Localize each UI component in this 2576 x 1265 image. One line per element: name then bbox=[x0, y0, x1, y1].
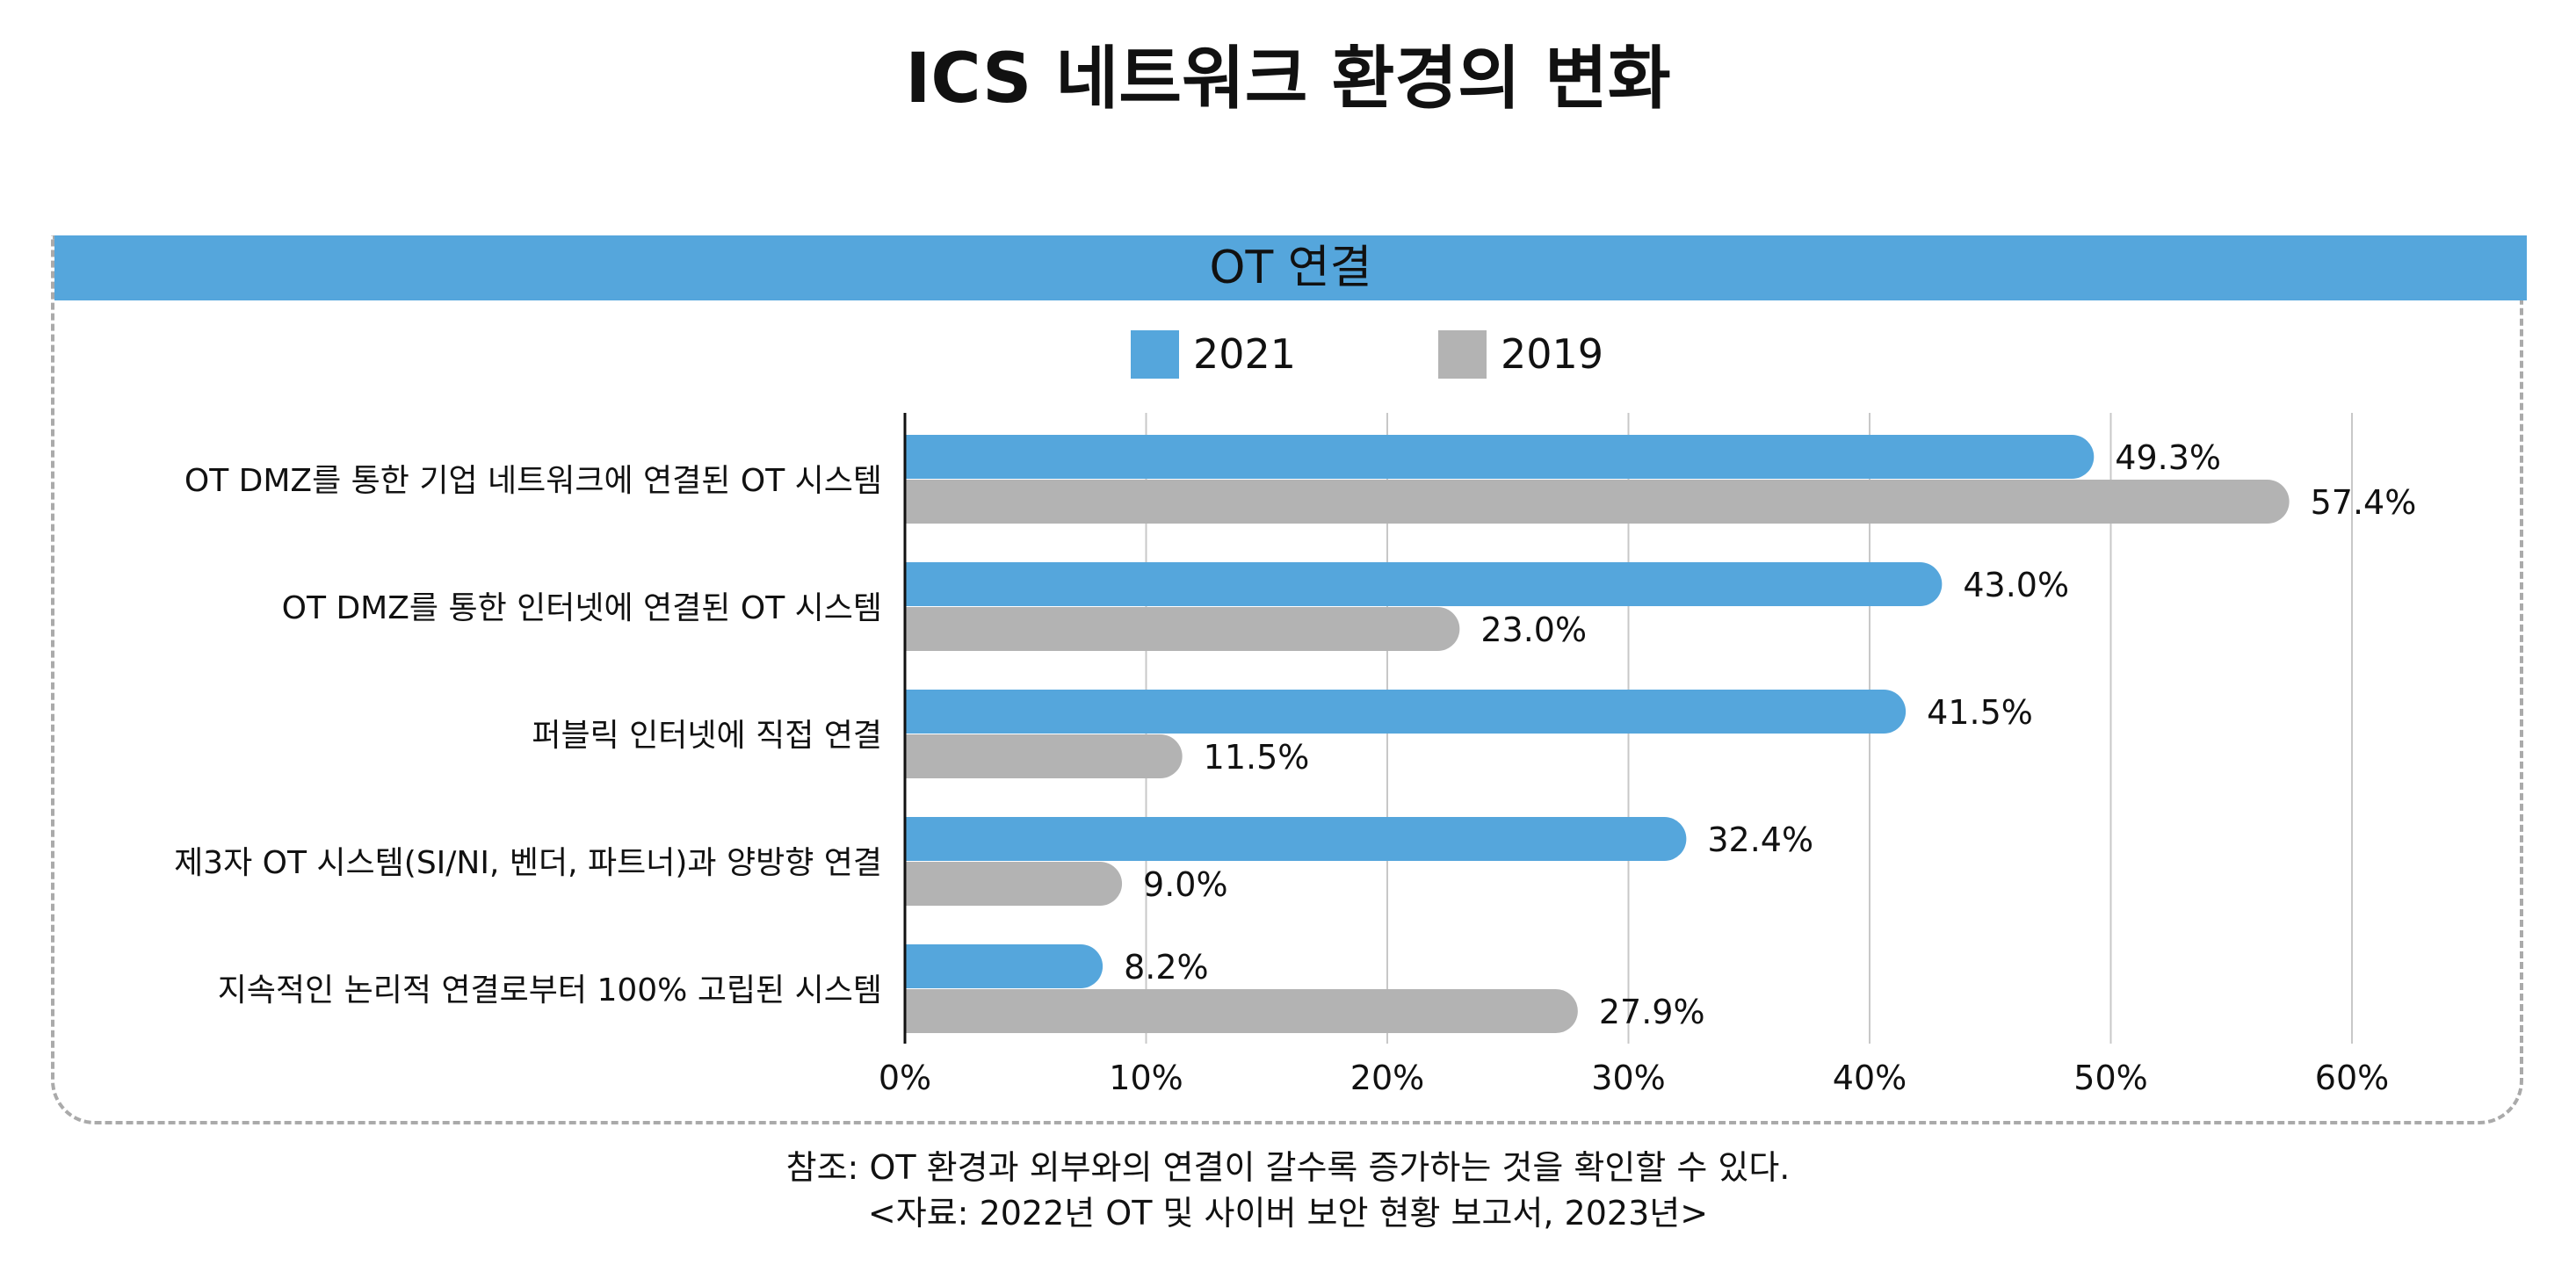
legend-swatch-2021 bbox=[1131, 329, 1179, 379]
legend-label-2019: 2019 bbox=[1501, 330, 1604, 378]
category-label-2: OT DMZ를 통한 인터넷에 연결된 OT 시스템 bbox=[282, 590, 882, 626]
x-tick-label-50: 50% bbox=[2073, 1059, 2147, 1097]
data-label-2019-2: 23.0% bbox=[1480, 611, 1587, 649]
bar-2021-4 bbox=[905, 817, 1687, 861]
legend-label-2021: 2021 bbox=[1193, 330, 1297, 378]
data-label-2021-5: 8.2% bbox=[1124, 948, 1209, 987]
footnote-source: <자료: 2022년 OT 및 사이버 보안 현황 보고서, 2023년> bbox=[867, 1194, 1709, 1232]
bar-2019-1 bbox=[905, 480, 2290, 524]
chart-panel: OT 연결 2021 2019 bbox=[51, 235, 2527, 1124]
footnote-note: 참조: OT 환경과 외부와의 연결이 갈수록 증가하는 것을 확인할 수 있다… bbox=[785, 1148, 1791, 1187]
legend-swatch-2019 bbox=[1438, 329, 1487, 379]
data-label-2021-2: 43.0% bbox=[1963, 566, 2069, 604]
panel-header: OT 연결 bbox=[54, 235, 2527, 300]
data-label-2019-5: 27.9% bbox=[1599, 993, 1705, 1031]
x-tick-label-30: 30% bbox=[1591, 1059, 1665, 1097]
data-label-2021-3: 41.5% bbox=[1927, 693, 2033, 732]
legend-item-2021[interactable]: 2021 bbox=[1131, 323, 1296, 385]
data-label-2021-1: 49.3% bbox=[2115, 438, 2221, 477]
legend: 2021 2019 bbox=[54, 323, 2527, 385]
data-label-2019-3: 11.5% bbox=[1204, 738, 1310, 777]
bar-2019-2 bbox=[905, 607, 1460, 651]
data-label-2019-4: 9.0% bbox=[1143, 865, 1228, 904]
x-tick-label-10: 10% bbox=[1109, 1059, 1183, 1097]
category-label-3: 퍼블릭 인터넷에 직접 연결 bbox=[532, 718, 882, 754]
bar-2021-1 bbox=[905, 435, 2095, 479]
bar-chart: 49.3% 57.4% OT DMZ를 통한 기업 네트워크에 연결된 OT 시스템… bbox=[174, 413, 2417, 1097]
bar-2019-4 bbox=[905, 862, 1123, 906]
legend-item-2019[interactable]: 2019 bbox=[1438, 323, 1603, 385]
bar-2021-2 bbox=[905, 562, 1943, 606]
bar-2019-3 bbox=[905, 734, 1183, 778]
category-label-5: 지속적인 논리적 연결로부터 100% 고립된 시스템 bbox=[218, 972, 882, 1008]
bar-2021-5 bbox=[905, 944, 1103, 988]
x-tick-label-40: 40% bbox=[1833, 1059, 1907, 1097]
x-tick-label-60: 60% bbox=[2315, 1059, 2389, 1097]
bar-2021-3 bbox=[905, 690, 1907, 734]
page-title: ICS 네트워크 환경의 변화 bbox=[905, 40, 1671, 119]
bar-2019-5 bbox=[905, 989, 1578, 1033]
x-tick-label-0: 0% bbox=[879, 1059, 931, 1097]
data-label-2019-1: 57.4% bbox=[2311, 483, 2417, 522]
data-label-2021-4: 32.4% bbox=[1707, 820, 1813, 859]
category-label-1: OT DMZ를 통한 기업 네트워크에 연결된 OT 시스템 bbox=[185, 463, 882, 499]
category-label-4: 제3자 OT 시스템(SI/NI, 벤더, 파트너)과 양방향 연결 bbox=[174, 845, 882, 881]
x-tick-label-20: 20% bbox=[1350, 1059, 1424, 1097]
